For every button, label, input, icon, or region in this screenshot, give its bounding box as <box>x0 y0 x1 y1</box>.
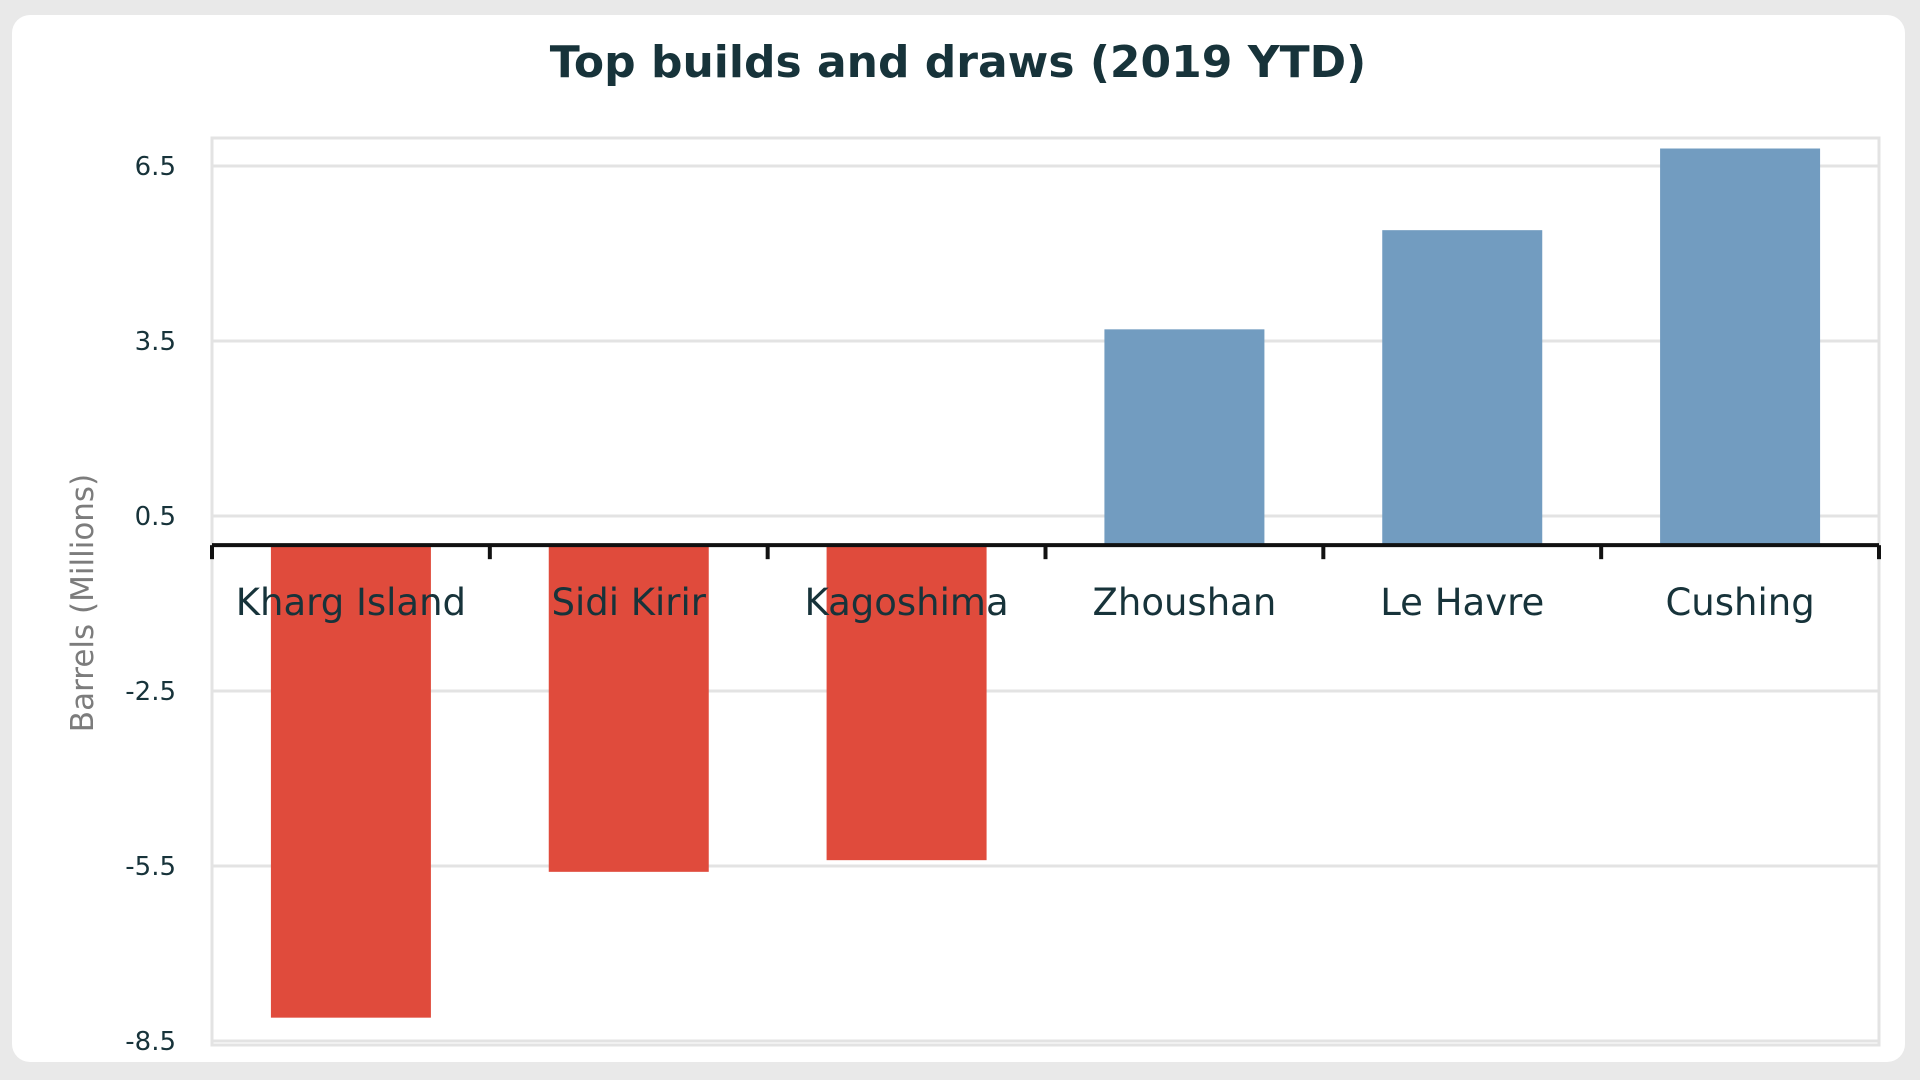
chart-card: Top builds and draws (2019 YTD) 6.5 3.5 0.… <box>12 15 1905 1062</box>
bar-chart: Top builds and draws (2019 YTD) 6.5 3.5 0.… <box>65 37 1881 1057</box>
x-tick-label: Sidi Kirir <box>551 581 706 624</box>
bar <box>270 545 431 1018</box>
y-tick-label: 3.5 <box>135 327 176 357</box>
y-tick-label: -8.5 <box>125 1027 176 1057</box>
x-tick-label: Kagoshima <box>805 581 1009 624</box>
gridlines <box>212 164 1879 1043</box>
zero-axis <box>210 543 1881 560</box>
y-tick-label: -5.5 <box>125 852 176 882</box>
y-tick-label: -2.5 <box>125 677 176 707</box>
y-axis-tick-labels: 6.5 3.5 0.5 -2.5 -5.5 -8.5 <box>125 152 176 1057</box>
bar <box>1660 148 1821 546</box>
bar <box>1382 230 1543 546</box>
bar <box>1104 329 1265 546</box>
y-axis-label: Barrels (Millions) <box>65 474 101 732</box>
x-axis-tick-labels: Kharg Island Sidi Kirir Kagoshima Zhoushan L… <box>236 581 1815 624</box>
bars <box>270 148 1821 1018</box>
y-tick-label: 0.5 <box>135 502 176 532</box>
x-tick-label: Zhoushan <box>1093 581 1277 624</box>
bar <box>548 545 709 872</box>
bar <box>826 545 987 861</box>
x-tick-label: Kharg Island <box>236 581 466 624</box>
x-tick-label: Cushing <box>1665 581 1814 624</box>
plot-area <box>210 136 1881 1047</box>
x-tick-label: Le Havre <box>1380 581 1544 624</box>
y-tick-label: 6.5 <box>135 152 176 182</box>
chart-title: Top builds and draws (2019 YTD) <box>550 37 1366 88</box>
